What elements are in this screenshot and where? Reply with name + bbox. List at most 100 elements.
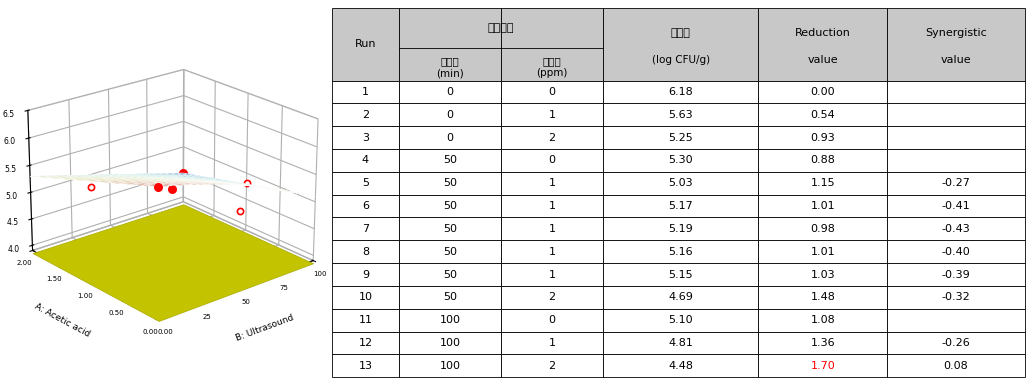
Bar bbox=[603, 103, 759, 126]
Text: 4.69: 4.69 bbox=[669, 292, 694, 303]
Bar bbox=[603, 149, 759, 172]
Text: 5: 5 bbox=[362, 178, 369, 188]
Bar bbox=[332, 240, 398, 263]
Bar bbox=[603, 240, 759, 263]
Text: 0: 0 bbox=[548, 87, 555, 97]
Text: (min): (min) bbox=[436, 69, 463, 78]
Text: 1: 1 bbox=[548, 201, 555, 211]
Text: (ppm): (ppm) bbox=[537, 69, 568, 78]
Text: 0: 0 bbox=[446, 110, 453, 120]
Text: 6.18: 6.18 bbox=[669, 87, 694, 97]
Bar bbox=[398, 218, 501, 240]
Text: 0.54: 0.54 bbox=[810, 110, 835, 120]
Bar bbox=[888, 309, 1025, 331]
Bar bbox=[603, 8, 759, 81]
Bar bbox=[501, 263, 603, 286]
Text: value: value bbox=[941, 55, 971, 65]
Bar bbox=[603, 218, 759, 240]
Bar bbox=[398, 103, 501, 126]
Text: 50: 50 bbox=[443, 292, 457, 303]
Text: 1.15: 1.15 bbox=[810, 178, 835, 188]
Bar bbox=[398, 263, 501, 286]
Text: 1: 1 bbox=[548, 178, 555, 188]
Bar bbox=[398, 81, 501, 103]
Bar bbox=[888, 81, 1025, 103]
Bar bbox=[603, 286, 759, 309]
Text: 1.08: 1.08 bbox=[810, 315, 835, 325]
Text: 4.81: 4.81 bbox=[669, 338, 694, 348]
Text: 50: 50 bbox=[443, 247, 457, 257]
Text: -0.40: -0.40 bbox=[942, 247, 970, 257]
Bar bbox=[332, 103, 398, 126]
Text: 100: 100 bbox=[440, 361, 460, 371]
Bar bbox=[888, 331, 1025, 354]
Bar bbox=[759, 195, 888, 218]
Bar bbox=[888, 126, 1025, 149]
Bar bbox=[332, 126, 398, 149]
Bar bbox=[332, 309, 398, 331]
Text: 4: 4 bbox=[362, 155, 369, 165]
Bar bbox=[332, 218, 398, 240]
Text: 0: 0 bbox=[446, 87, 453, 97]
Bar bbox=[603, 195, 759, 218]
Text: (log CFU/g): (log CFU/g) bbox=[651, 55, 710, 65]
Bar bbox=[332, 149, 398, 172]
Text: value: value bbox=[808, 55, 838, 65]
Bar bbox=[603, 309, 759, 331]
Text: 13: 13 bbox=[358, 361, 373, 371]
Bar bbox=[888, 286, 1025, 309]
Text: 5.03: 5.03 bbox=[669, 178, 694, 188]
Text: 50: 50 bbox=[443, 201, 457, 211]
Bar bbox=[603, 354, 759, 377]
Bar bbox=[398, 172, 501, 195]
Text: 50: 50 bbox=[443, 178, 457, 188]
Text: 4.48: 4.48 bbox=[669, 361, 694, 371]
Bar bbox=[603, 81, 759, 103]
Text: 2: 2 bbox=[548, 292, 555, 303]
Text: 소독제: 소독제 bbox=[543, 56, 561, 66]
Bar bbox=[501, 354, 603, 377]
Text: 7: 7 bbox=[362, 224, 369, 234]
Bar bbox=[501, 218, 603, 240]
Bar bbox=[501, 103, 603, 126]
Text: 2: 2 bbox=[548, 361, 555, 371]
Bar bbox=[501, 149, 603, 172]
Text: 1.01: 1.01 bbox=[810, 247, 835, 257]
Bar bbox=[888, 8, 1025, 81]
Bar bbox=[398, 286, 501, 309]
Bar bbox=[888, 218, 1025, 240]
Text: 5.10: 5.10 bbox=[669, 315, 694, 325]
Text: 1.36: 1.36 bbox=[810, 338, 835, 348]
Text: 10: 10 bbox=[358, 292, 373, 303]
Bar bbox=[332, 172, 398, 195]
Text: 11: 11 bbox=[358, 315, 373, 325]
Bar bbox=[501, 286, 603, 309]
Bar bbox=[888, 354, 1025, 377]
Bar bbox=[759, 8, 888, 81]
Text: Run: Run bbox=[355, 39, 377, 49]
Text: 0: 0 bbox=[548, 155, 555, 165]
Text: -0.41: -0.41 bbox=[942, 201, 970, 211]
Text: 50: 50 bbox=[443, 269, 457, 280]
Text: 5.17: 5.17 bbox=[669, 201, 694, 211]
Text: 0.93: 0.93 bbox=[810, 133, 835, 142]
Bar bbox=[332, 195, 398, 218]
Text: 2: 2 bbox=[362, 110, 369, 120]
Bar bbox=[398, 309, 501, 331]
Text: Synergistic: Synergistic bbox=[926, 28, 987, 38]
Text: 초음파: 초음파 bbox=[441, 56, 459, 66]
Text: 5.63: 5.63 bbox=[669, 110, 694, 120]
Bar bbox=[759, 240, 888, 263]
Bar bbox=[603, 126, 759, 149]
Bar bbox=[501, 8, 603, 81]
Bar bbox=[398, 149, 501, 172]
Text: 5.30: 5.30 bbox=[669, 155, 694, 165]
Bar bbox=[888, 240, 1025, 263]
Bar bbox=[398, 8, 501, 81]
Text: 0.08: 0.08 bbox=[943, 361, 968, 371]
Bar bbox=[759, 354, 888, 377]
Text: 5.19: 5.19 bbox=[669, 224, 694, 234]
Text: 9: 9 bbox=[362, 269, 369, 280]
Y-axis label: A: Acetic acid: A: Acetic acid bbox=[33, 301, 92, 338]
Bar bbox=[332, 286, 398, 309]
